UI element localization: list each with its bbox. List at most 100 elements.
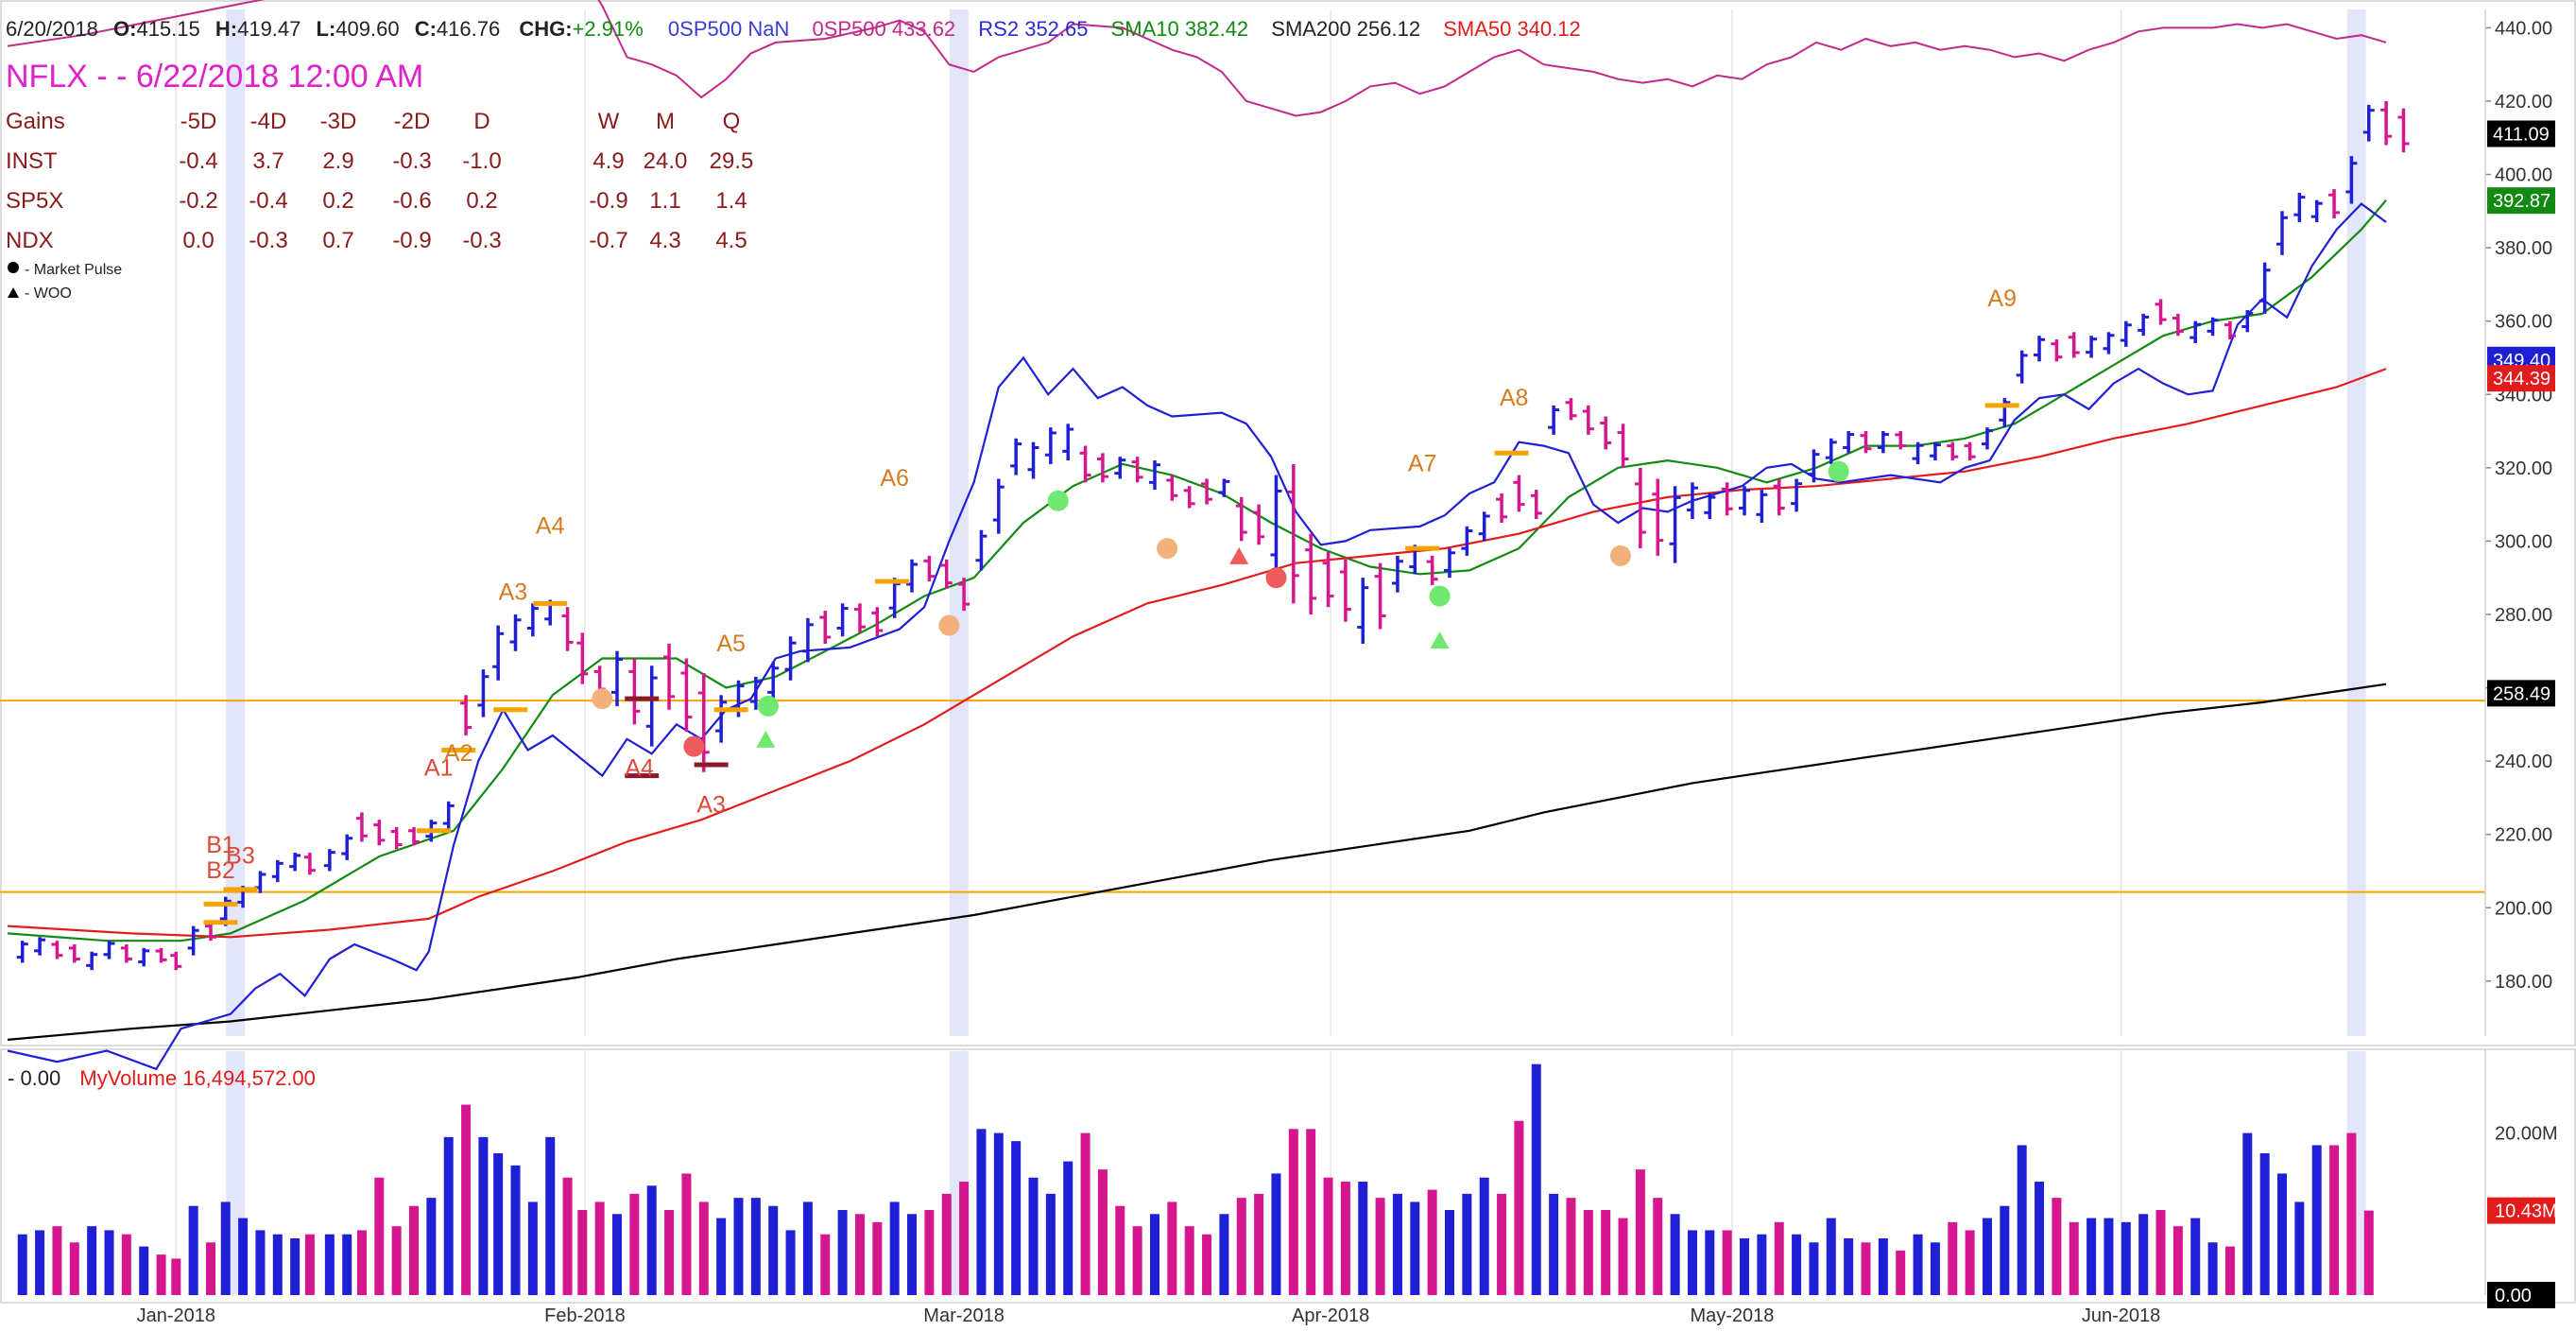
price-bar [2224,320,2236,340]
gains-header-cell: W [598,109,620,134]
legend-market-pulse: - Market Pulse [25,262,122,278]
price-bar [86,951,98,971]
date-label: May-2018 [1690,1305,1774,1326]
volume-tag-label: 10.43M [2495,1201,2558,1222]
gains-table: Gains -5D -4D -3D -2D D W M Q INST -0.4 3.7 2.9 -0.3 -… [6,109,753,253]
volume-bar [562,1177,573,1295]
series-0sp500 [7,0,2387,117]
high-label: H: [215,17,237,41]
volume-bar [1774,1221,1784,1295]
volume-bar [1427,1189,1437,1295]
volume-bar [255,1230,266,1295]
price-bar [138,947,150,967]
price-bar [1131,457,1143,483]
volume-bar [1531,1063,1541,1295]
volume-bar [976,1129,987,1295]
price-bar [1617,424,1629,468]
series-sma50 [7,368,2387,939]
gains-cell: 3.7 [252,148,283,174]
volume-bar [1878,1238,1888,1295]
price-bar [187,925,199,956]
indicator-sma50: SMA50 340.12 [1443,17,1581,41]
chg-value: +2.91% [573,17,644,41]
volume-bar [2138,1214,2149,1295]
annotation-label: A2 [444,740,473,767]
price-bar [2207,317,2219,337]
volume-bar [104,1230,114,1295]
volume-bar [1653,1198,1663,1295]
price-bar [1287,463,1299,604]
volume-bar [206,1242,216,1295]
price-bar [767,662,780,703]
gains-cell: -0.3 [462,228,501,253]
price-bar [1825,438,1837,464]
signal-triangle [756,730,776,748]
volume-bar [1410,1201,1420,1295]
price-tick-label: 320.00 [2495,458,2552,479]
price-bar [1686,482,1698,520]
volume-bar [87,1226,97,1295]
price-bar [460,695,472,735]
gains-cell: -0.4 [249,188,287,214]
gains-cell: 4.3 [649,228,680,253]
price-tag-label: 344.39 [2493,369,2550,389]
price-bar [2051,339,2063,362]
price-bar [2155,299,2167,325]
price-bar [477,669,489,717]
signal-dot [1047,490,1069,511]
price-bar [697,673,710,772]
signal-dot [938,614,960,636]
price-bar [341,834,353,860]
gains-header-cell: -3D [320,109,357,134]
price-tag-bg [2487,680,2555,707]
price-bar [1860,431,1872,454]
low-label: L: [317,17,336,41]
gains-cell: 29.5 [710,148,754,174]
price-bar [2172,313,2184,337]
volume-bar [1340,1182,1350,1295]
price-bar [1947,441,1959,461]
gains-cell: 4.9 [592,148,624,174]
volume-bar [1861,1242,1871,1295]
annotation-label: A8 [1500,385,1529,411]
price-bar [906,559,919,593]
signal-triangle [1430,631,1450,649]
price-bar [1148,460,1160,491]
volume-bar [1445,1210,1455,1295]
price-bar [576,632,589,684]
signal-marks [203,403,2019,925]
price-bar [2034,336,2046,362]
volume-bar [2035,1182,2045,1295]
volume-bar [1896,1250,1906,1295]
price-bar [1444,548,1456,579]
annotation-label: A3 [696,791,726,818]
volume-bar [1948,1221,1958,1295]
volume-bar [629,1193,640,1295]
volume-bar [2363,1210,2374,1295]
volume-bar [510,1165,521,1295]
price-tick-label: 220.00 [2495,825,2552,846]
gains-cell: -1.0 [462,148,501,174]
price-bar [2086,336,2098,358]
price-bar [1808,449,1820,483]
volume-bar [1497,1193,1507,1295]
date-label: Apr-2018 [1292,1305,1369,1326]
header-text: 6/20/2018 O:415.15 H:419.47 L:409.60 C:4… [6,17,1581,41]
indicator-sp500-nan: 0SP500 NaN [668,17,789,41]
volume-bar [889,1201,900,1295]
date-label: Feb-2018 [544,1305,626,1326]
price-tick-label: 400.00 [2495,165,2552,186]
price-bar [34,937,46,956]
price-bar [1843,431,1855,454]
signal-triangle [1229,546,1249,564]
price-bar [2068,332,2080,358]
volume-bar [1826,1218,1836,1295]
series-sma200 [7,683,2387,1041]
volume-bar [1514,1120,1524,1295]
price-bar [819,611,832,644]
volume-bar [1844,1238,1854,1295]
annotation-label: A6 [880,465,909,492]
price-tick-label: 280.00 [2495,605,2552,626]
price-tag-label: 258.49 [2493,683,2550,704]
